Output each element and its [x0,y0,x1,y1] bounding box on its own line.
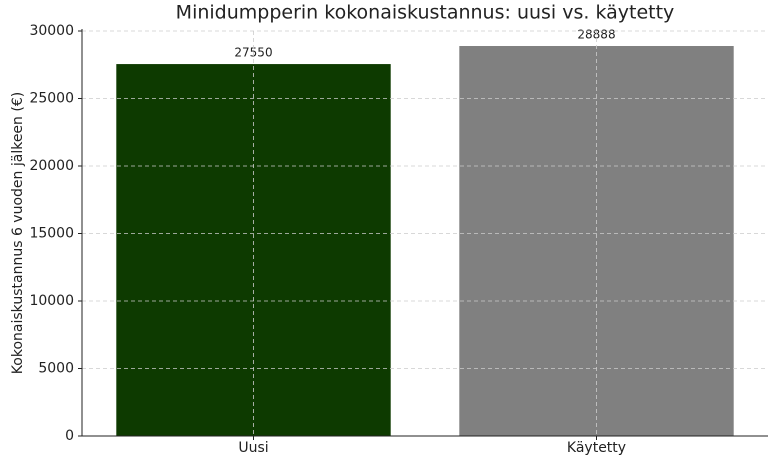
x-tick-label: Käytetty [567,440,626,456]
y-tick-label: 10000 [29,293,74,309]
x-tick-label: Uusi [238,440,268,456]
chart-title: Minidumpperin kokonaiskustannus: uusi vs… [176,2,675,24]
y-tick-label: 20000 [29,158,74,174]
y-tick-label: 30000 [29,23,74,39]
y-tick-label: 15000 [29,226,74,242]
y-axis-label: Kokonaiskustannus 6 vuoden jälkeen (€) [10,92,26,374]
y-tick-label: 5000 [38,361,74,377]
y-tick-label: 25000 [29,91,74,107]
y-tick-label: 0 [65,428,74,444]
